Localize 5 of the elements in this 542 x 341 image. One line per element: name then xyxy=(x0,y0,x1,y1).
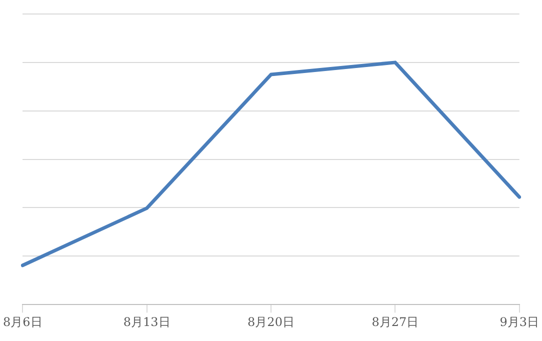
x-tick-label: 8月13日 xyxy=(123,314,170,329)
x-tick-label: 8月6日 xyxy=(2,314,42,329)
x-tick-label: 9月3日 xyxy=(500,314,540,329)
x-tick-label: 8月27日 xyxy=(372,314,419,329)
x-tick-label: 8月20日 xyxy=(248,314,294,329)
